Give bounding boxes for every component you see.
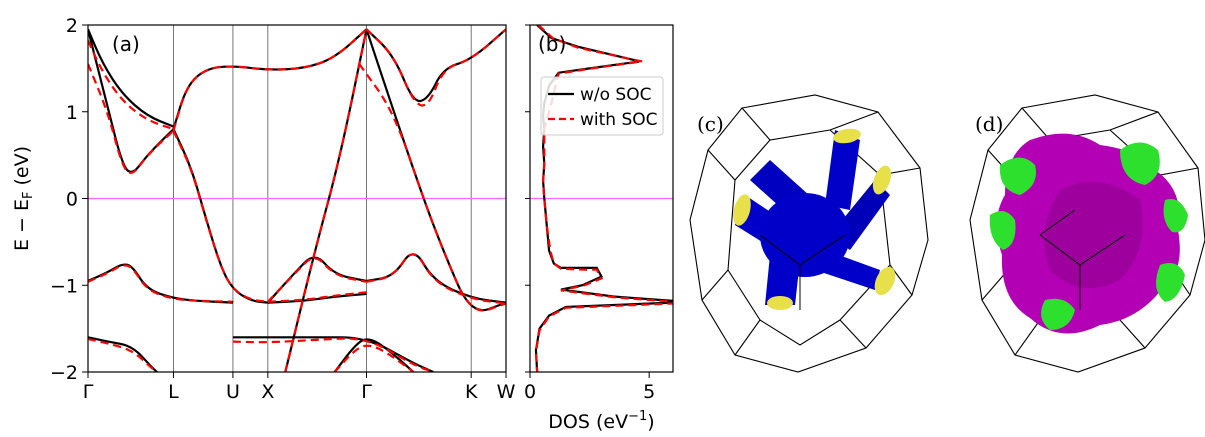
cap-c-bottom [767,296,793,310]
panel-a-label: (a) [112,32,140,56]
kpoint-label: X [261,381,274,403]
band-line-wo-soc [365,28,506,312]
band-line-with-soc [172,28,368,132]
band-line-wo-soc [172,128,268,304]
dos-x-tick-label: 0 [524,381,536,403]
cap-c-lower-right [874,266,896,296]
panel-c-label: (c) [697,112,724,136]
y-tick-label: −1 [50,275,78,297]
band-ticks: −2 −1 0 1 2 Γ L U X Γ K W [50,15,516,403]
band-line-with-soc [267,257,367,303]
bz-edge-c4 [701,179,736,301]
kpoint-label: U [226,381,240,403]
bz-front-edges-d2 [1039,209,1076,236]
band-curves [88,28,506,372]
band-line-wo-soc [172,28,368,130]
kpoint-label: Γ [83,381,94,403]
brillouin-zone-c [689,94,929,373]
band-line-wo-soc [88,263,233,304]
kpoint-label: Γ [361,381,372,403]
green-pocket-right [1163,199,1188,233]
legend-label-with-soc: with SOC [580,110,658,130]
band-y-axis-label: E − EF (eV) [11,146,36,251]
dos-x-axis-label: DOS (eV−1) [548,409,654,433]
cap-c-top [833,128,861,144]
y-tick-label: 1 [66,102,78,124]
legend: w/o SOC with SOC [540,76,664,136]
panel-b-label: (b) [538,32,566,56]
magenta-shade [1044,182,1143,288]
green-pocket-left [989,211,1016,250]
green-pocket-lower-right [1156,262,1185,302]
band-line-with-soc [284,29,368,372]
dos-x-label-close: ) [647,411,654,433]
panel-d-label: (d) [975,112,1003,136]
band-grid [88,25,506,372]
band-line-with-soc [366,253,506,305]
band-line-wo-soc [366,253,506,304]
cap-c-right [872,165,892,195]
legend-box [540,76,664,136]
fermi-surface-body-d [989,133,1188,334]
surface-center [760,193,850,277]
green-pocket-top-left [999,157,1036,195]
y-axis-label-main: E − E [11,199,33,251]
bz-edge-c8 [759,319,841,346]
kpoint-label: K [465,381,478,403]
green-pocket-bottom [1041,298,1075,330]
band-line-with-soc [358,63,506,312]
cap-c-left [733,194,751,226]
bz-edge-c6 [727,269,761,356]
band-line-with-soc [88,63,175,174]
band-line-with-soc [88,40,174,131]
fermi-surface-body-c [733,128,896,310]
surface-arm-upper-right [825,130,860,210]
y-tick-label: 0 [66,189,78,211]
band-structure-panel: −2 −1 0 1 2 Γ L U X Γ K W (a) E − EF (eV) [11,15,516,403]
dos-x-label-superscript: −1 [628,409,647,424]
bz-edge-c1 [741,107,879,141]
band-line-with-soc [88,264,233,303]
green-pocket-top-right [1120,142,1160,185]
dos-curves [534,25,673,372]
band-line-with-soc [333,344,415,372]
y-axis-label-unit: (eV) [11,146,33,192]
y-tick-label: 2 [66,15,78,37]
kpoint-label: L [168,381,179,403]
y-axis-label-subscript: F [21,192,36,199]
fermi-surface-d: (d) [969,94,1205,373]
fermi-surface-c: (c) [689,94,929,373]
band-line-with-soc [88,337,158,372]
dos-line-with-soc [534,25,673,372]
band-line-with-soc [172,130,268,303]
band-line-wo-soc [333,338,415,372]
band-line-with-soc [232,337,434,372]
bz-edge-d1 [1021,107,1159,141]
y-tick-label: −2 [50,362,78,384]
band-line-wo-soc [88,28,174,128]
kpoint-label: W [497,381,516,403]
dos-x-label-main: DOS (eV [548,411,628,433]
dos-x-tick-label: 5 [643,381,655,403]
band-line-wo-soc [88,336,159,372]
band-line-with-soc [365,28,506,107]
band-line-with-soc [267,291,367,303]
legend-label-wo-soc: w/o SOC [580,85,651,105]
